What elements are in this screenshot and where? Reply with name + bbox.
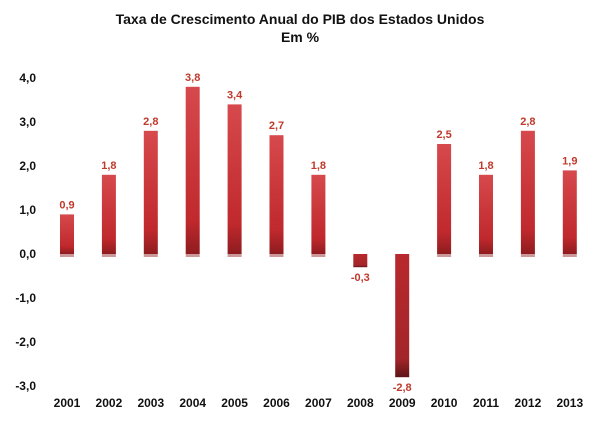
y-tick-label: 1,0 xyxy=(19,203,36,217)
bar-shadow xyxy=(143,254,158,257)
data-label: -0,3 xyxy=(351,272,370,284)
bar-2003 xyxy=(143,130,158,254)
data-label: 1,8 xyxy=(311,160,326,172)
bars-group: 0,9 1,8 2,8 3,8 3,4 2,7 1,8 -0,3 -2,8 2,5 1,8 2,8 1,… xyxy=(59,72,577,394)
bar-2004 xyxy=(185,86,200,254)
bar-shadow xyxy=(227,254,242,257)
bar-2007 xyxy=(311,174,326,254)
x-tick-label: 2006 xyxy=(263,396,290,410)
bar-2012 xyxy=(520,130,535,254)
bar-shadow xyxy=(520,254,535,257)
bar-2001 xyxy=(60,214,74,254)
x-tick-label: 2003 xyxy=(137,396,164,410)
y-tick-label: -1,0 xyxy=(15,291,36,305)
x-tick-label: 2005 xyxy=(221,396,248,410)
bar-2009 xyxy=(395,254,410,378)
bar-2006 xyxy=(269,135,284,254)
bar-2011 xyxy=(479,174,493,254)
data-label: 3,4 xyxy=(227,89,243,101)
y-tick-label: 2,0 xyxy=(19,159,36,173)
data-label: 1,9 xyxy=(562,155,577,167)
bar-2008 xyxy=(353,254,368,268)
x-tick-label: 2002 xyxy=(96,396,123,410)
x-tick-label: 2001 xyxy=(54,396,81,410)
bar-shadow xyxy=(479,254,493,257)
chart-title: Taxa de Crescimento Anual do PIB dos Est… xyxy=(116,11,485,27)
chart-subtitle: Em % xyxy=(281,29,320,45)
x-axis: 2001 2002 2003 2004 2005 2006 2007 2008 2009 2010… xyxy=(54,396,584,410)
y-tick-label: 3,0 xyxy=(19,115,36,129)
data-label: 1,8 xyxy=(478,160,493,172)
bar-2013 xyxy=(562,170,577,254)
y-tick-label: 4,0 xyxy=(19,71,36,85)
data-label: 1,8 xyxy=(101,160,116,172)
x-tick-label: 2010 xyxy=(431,396,458,410)
bar-shadow xyxy=(101,254,116,257)
x-tick-label: 2012 xyxy=(515,396,542,410)
data-label: -2,8 xyxy=(393,382,412,394)
bar-shadow xyxy=(269,254,284,257)
data-label: 2,5 xyxy=(436,129,451,141)
x-tick-label: 2004 xyxy=(179,396,206,410)
data-label: 0,9 xyxy=(59,199,74,211)
bar-shadow xyxy=(437,254,452,257)
data-label: 3,8 xyxy=(185,72,200,84)
bar-2010 xyxy=(437,144,452,254)
data-label: 2,7 xyxy=(269,120,284,132)
data-label: 2,8 xyxy=(143,116,158,128)
x-tick-label: 2009 xyxy=(389,396,416,410)
y-axis: 4,0 3,0 2,0 1,0 0,0 -1,0 -2,0 -3,0 xyxy=(15,71,36,393)
x-tick-label: 2007 xyxy=(305,396,332,410)
bar-shadow xyxy=(185,254,200,257)
y-tick-label: -2,0 xyxy=(15,335,36,349)
x-tick-label: 2008 xyxy=(347,396,374,410)
bar-2002 xyxy=(101,174,116,254)
y-tick-label: -3,0 xyxy=(15,379,36,393)
data-label: 2,8 xyxy=(520,116,535,128)
x-tick-label: 2011 xyxy=(473,396,499,410)
x-tick-label: 2013 xyxy=(556,396,583,410)
bar-shadow xyxy=(562,254,577,257)
bar-shadow xyxy=(60,254,74,257)
bar-shadow xyxy=(311,254,326,257)
bar-2005 xyxy=(227,104,242,255)
y-tick-label: 0,0 xyxy=(19,247,36,261)
